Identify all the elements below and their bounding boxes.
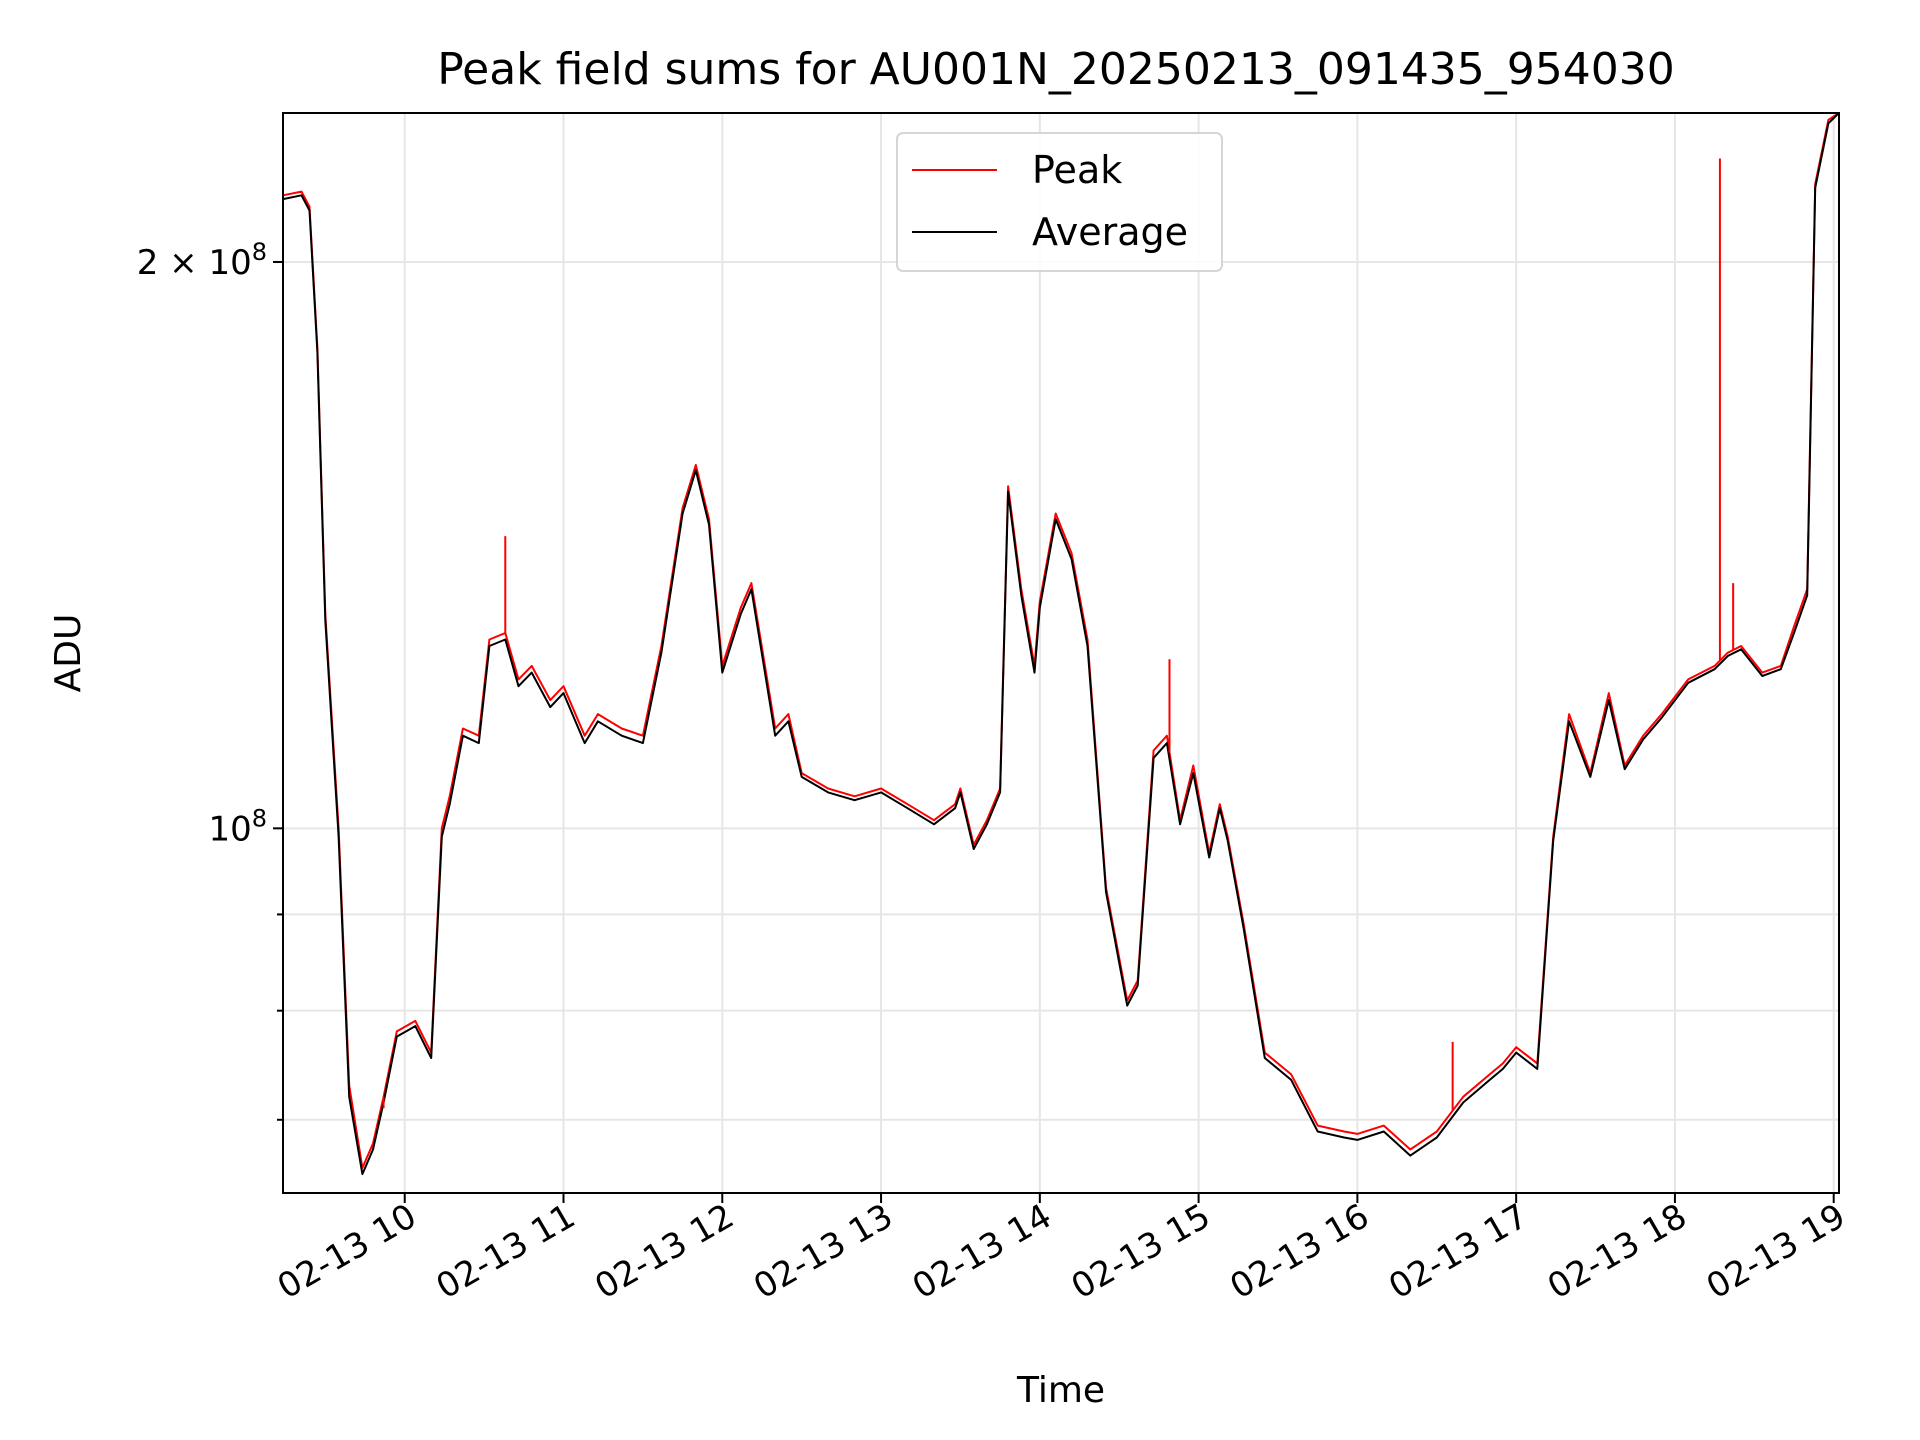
- legend-label: Average: [1032, 210, 1188, 254]
- y-tick-label: 2 × 108: [137, 238, 267, 283]
- series-layer: [282, 112, 1840, 1176]
- legend-box: [896, 132, 1223, 272]
- plot-frame: [282, 112, 1840, 1194]
- y-axis-label: ADU: [48, 614, 89, 693]
- legend-label: Peak: [1032, 148, 1122, 192]
- x-axis-label: Time: [1016, 1370, 1105, 1411]
- legend: Peak Average: [896, 132, 1223, 272]
- grid: [283, 113, 1839, 1193]
- y-tick-label: 108: [208, 804, 267, 849]
- chart-title: Peak field sums for AU001N_20250213_0914…: [437, 44, 1675, 95]
- series-line-average: [282, 112, 1840, 1176]
